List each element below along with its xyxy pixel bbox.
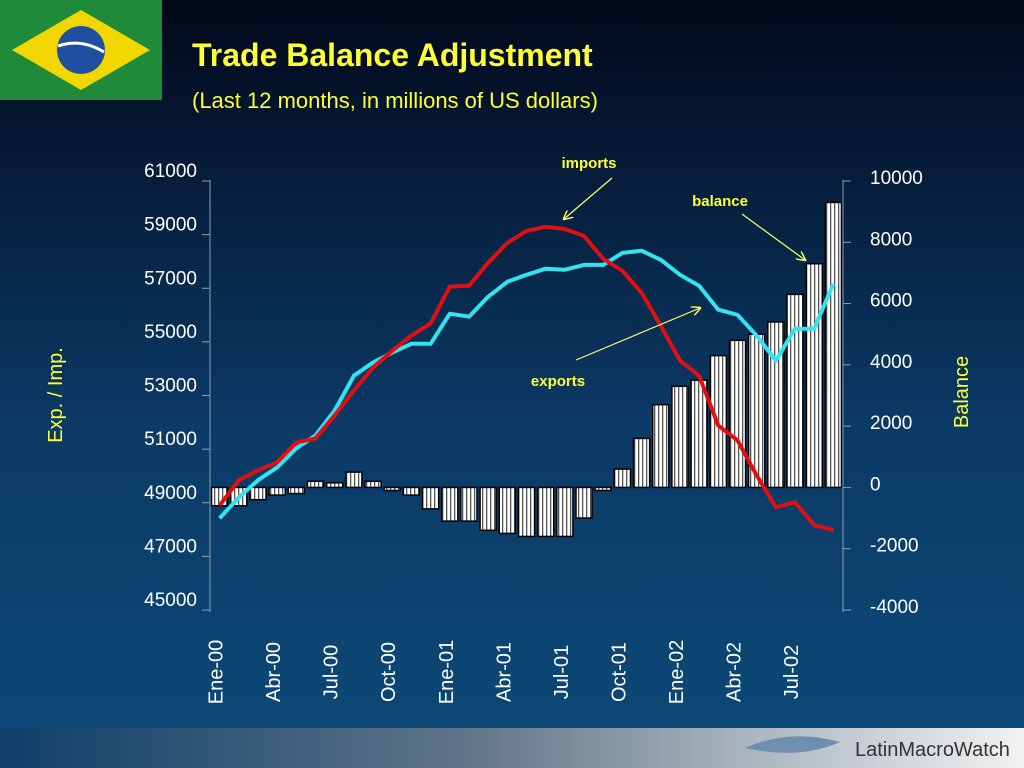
bar <box>345 471 363 489</box>
y2-tick-label: 4000 <box>870 352 912 373</box>
x-tick-label: Jul-01 <box>551 645 573 699</box>
x-tick-label: Abr-00 <box>263 642 285 702</box>
bar <box>498 486 517 535</box>
annotation: imports <box>561 155 616 172</box>
y2-tick-label: 0 <box>870 474 881 495</box>
bar <box>767 321 785 489</box>
bar <box>306 480 325 489</box>
bar <box>728 339 747 489</box>
bar <box>440 486 459 522</box>
bar <box>249 486 267 501</box>
x-tick-label: Abr-02 <box>724 642 746 702</box>
x-tick-label: Oct-00 <box>378 642 400 702</box>
y-tick-label: 55000 <box>144 322 197 343</box>
bar <box>690 379 708 489</box>
flag <box>0 0 162 100</box>
y-tick-label: 59000 <box>144 215 197 236</box>
bar <box>383 486 402 492</box>
y-tick-label: 57000 <box>144 268 197 289</box>
annotation-arrow <box>741 213 805 260</box>
y-tick-label: 49000 <box>144 483 197 504</box>
x-tick-label: Jul-02 <box>781 645 803 699</box>
y-tick-label: 45000 <box>144 590 197 611</box>
footer-band <box>0 728 1024 768</box>
bar <box>632 437 651 489</box>
bar <box>402 486 421 496</box>
bar <box>556 486 574 538</box>
annotation-arrow <box>564 177 613 219</box>
annotation: balance <box>692 193 748 210</box>
bar <box>805 262 824 489</box>
logo: LatinMacroWatch <box>745 736 1010 761</box>
bar <box>575 486 593 519</box>
bar <box>325 482 344 489</box>
x-tick-label: Ene-02 <box>666 640 688 705</box>
x-tick-label: Ene-00 <box>206 640 228 705</box>
bar <box>364 480 382 489</box>
y-axis-label: Exp. / Imp. <box>45 347 67 443</box>
bar <box>786 293 804 489</box>
annotation: exports <box>531 373 585 390</box>
y2-tick-label: -4000 <box>870 597 919 618</box>
title: Trade Balance Adjustment <box>192 37 593 73</box>
x-tick-label: Ene-01 <box>436 640 458 705</box>
x-tick-label: Jul-00 <box>321 645 343 699</box>
x-tick-label: Oct-01 <box>608 642 630 702</box>
annotations: imports balance exports <box>531 155 805 390</box>
y-tick-label: 61000 <box>144 161 197 182</box>
y-tick-label: 47000 <box>144 536 197 557</box>
bar <box>671 385 689 489</box>
bar <box>824 201 843 489</box>
logo-text: LatinMacroWatch <box>855 739 1010 761</box>
y-tick-label: 51000 <box>144 429 197 450</box>
y2-tick-label: 10000 <box>870 168 923 189</box>
bar <box>536 486 555 538</box>
y2-tick-label: 8000 <box>870 229 912 250</box>
bar <box>421 486 440 510</box>
y2-tick-label: -2000 <box>870 536 919 557</box>
bar <box>460 486 478 522</box>
y-tick-label: 53000 <box>144 376 197 397</box>
line <box>218 224 834 533</box>
bar <box>287 486 306 495</box>
y2-tick-label: 2000 <box>870 413 912 434</box>
x-tick-label: Abr-01 <box>493 642 515 702</box>
bar <box>268 486 286 496</box>
y2-axis-label: Balance <box>951 356 973 428</box>
line <box>218 248 836 520</box>
annotation-arrow <box>575 308 700 361</box>
y2-tick-label: 6000 <box>870 291 912 312</box>
bar <box>651 403 670 489</box>
subtitle: (Last 12 months, in millions of US dolla… <box>192 88 598 113</box>
bar <box>517 486 536 538</box>
bar <box>613 468 632 489</box>
bar <box>594 486 613 492</box>
bar <box>479 486 497 532</box>
